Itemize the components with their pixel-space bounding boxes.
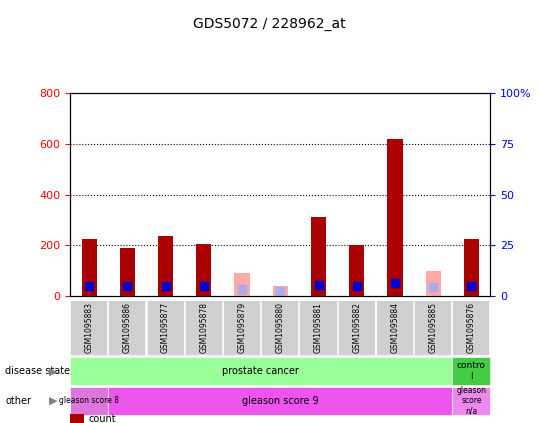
Text: GSM1095884: GSM1095884 bbox=[390, 302, 399, 353]
Point bbox=[85, 282, 93, 289]
Point bbox=[314, 282, 323, 288]
Text: other: other bbox=[5, 396, 31, 406]
Point bbox=[429, 283, 438, 290]
Text: GSM1095885: GSM1095885 bbox=[429, 302, 438, 353]
Bar bbox=[234, 273, 250, 296]
Text: GSM1095883: GSM1095883 bbox=[85, 302, 94, 353]
Bar bbox=[158, 236, 173, 296]
Text: count: count bbox=[89, 414, 116, 423]
Point bbox=[353, 283, 361, 289]
Point bbox=[391, 280, 399, 287]
Point bbox=[238, 285, 246, 292]
Bar bbox=[311, 217, 326, 296]
Text: GSM1095879: GSM1095879 bbox=[238, 302, 246, 353]
Bar bbox=[81, 239, 97, 296]
Text: contro
l: contro l bbox=[457, 362, 486, 381]
Text: prostate cancer: prostate cancer bbox=[223, 366, 299, 376]
Text: GDS5072 / 228962_at: GDS5072 / 228962_at bbox=[193, 17, 346, 31]
Text: gleason score 9: gleason score 9 bbox=[241, 396, 319, 406]
Bar bbox=[464, 239, 479, 296]
Bar bbox=[196, 244, 211, 296]
Text: ▶: ▶ bbox=[49, 396, 57, 406]
Text: gleason
score
n/a: gleason score n/a bbox=[457, 386, 486, 416]
Text: GSM1095886: GSM1095886 bbox=[123, 302, 132, 353]
Point bbox=[161, 282, 170, 289]
Bar bbox=[425, 271, 441, 296]
Point bbox=[199, 283, 208, 289]
Text: ▶: ▶ bbox=[49, 366, 57, 376]
Text: GSM1095881: GSM1095881 bbox=[314, 302, 323, 353]
Bar bbox=[120, 248, 135, 296]
Bar bbox=[349, 245, 364, 296]
Text: GSM1095876: GSM1095876 bbox=[467, 302, 476, 353]
Text: gleason score 8: gleason score 8 bbox=[59, 396, 119, 405]
Text: GSM1095882: GSM1095882 bbox=[352, 302, 361, 353]
Text: GSM1095880: GSM1095880 bbox=[276, 302, 285, 353]
Text: GSM1095878: GSM1095878 bbox=[199, 302, 209, 353]
Bar bbox=[273, 286, 288, 296]
Point bbox=[467, 283, 476, 290]
Point bbox=[276, 288, 285, 294]
Point bbox=[123, 283, 132, 289]
Text: GSM1095877: GSM1095877 bbox=[161, 302, 170, 353]
Bar bbox=[388, 139, 403, 296]
Text: disease state: disease state bbox=[5, 366, 71, 376]
